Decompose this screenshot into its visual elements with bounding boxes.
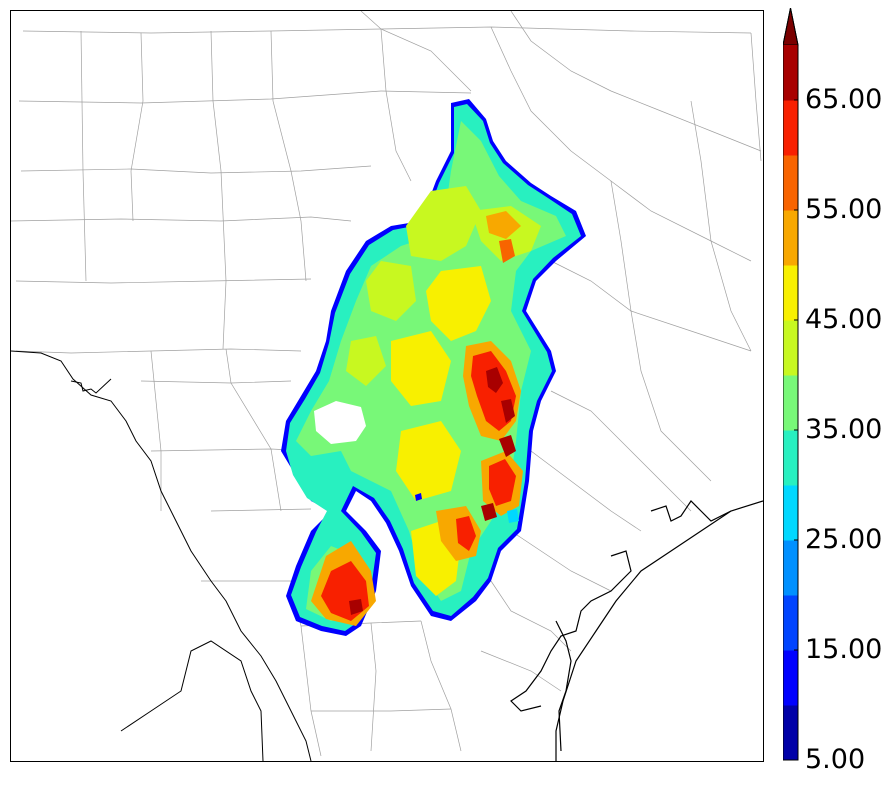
colorbar-segment <box>783 155 798 211</box>
precip-field <box>281 99 586 636</box>
colorbar-tick-label: 15.00 <box>805 634 883 665</box>
colorbar-segment <box>783 595 798 651</box>
colorbar-segment <box>783 375 798 431</box>
colorbar-tick-label: 35.00 <box>805 414 883 445</box>
colorbar-tick-label: 55.00 <box>805 194 883 225</box>
colorbar: 5.00 15.00 25.00 35.00 45.00 55.00 65.00 <box>783 8 894 773</box>
colorbar-segment <box>783 705 798 761</box>
colorbar-segment <box>783 430 798 486</box>
colorbar-extend-arrow-icon <box>783 8 799 46</box>
map-canvas <box>11 11 763 761</box>
coastline <box>510 500 763 761</box>
colorbar-segment <box>783 210 798 266</box>
map-panel <box>10 10 764 762</box>
colorbar-tick-label: 45.00 <box>805 304 883 335</box>
colorbar-segment <box>783 650 798 706</box>
international-border <box>11 350 312 761</box>
colorbar-tick-label: 65.00 <box>805 84 883 115</box>
colorbar-tick-label: 5.00 <box>805 744 866 775</box>
colorbar-bar <box>783 8 799 761</box>
colorbar-segment <box>783 265 798 321</box>
colorbar-tick-label: 25.00 <box>805 524 883 555</box>
colorbar-segment <box>783 100 798 156</box>
county-boundaries <box>11 11 762 757</box>
colorbar-segment <box>783 485 798 541</box>
colorbar-segment <box>783 320 798 376</box>
colorbar-segment <box>783 540 798 596</box>
colorbar-segment <box>783 45 798 101</box>
